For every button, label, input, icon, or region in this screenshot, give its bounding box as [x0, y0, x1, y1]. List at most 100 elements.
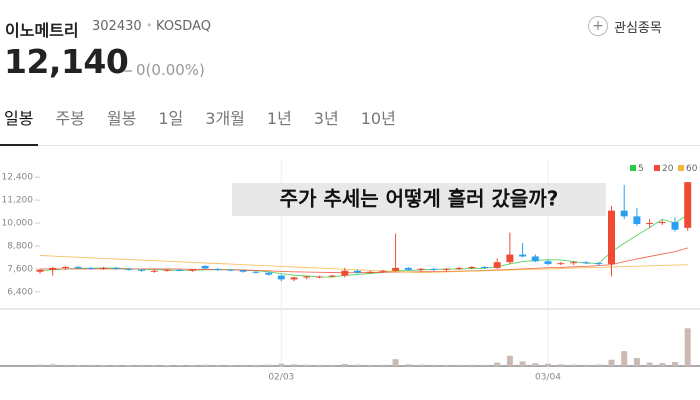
candle-body [49, 267, 57, 270]
tab[interactable]: 10년 [360, 109, 396, 128]
candle-body [227, 269, 234, 271]
candle-body [684, 182, 692, 228]
volume-bar [303, 364, 310, 366]
annotation-box [232, 183, 606, 216]
candle-body [366, 271, 374, 273]
candle-body [87, 267, 95, 269]
volume-bar [87, 364, 94, 366]
volume-bar [519, 361, 526, 366]
volume-bar [214, 364, 221, 366]
candle-body [481, 266, 488, 268]
y-tick-label: 7,600 [7, 264, 33, 274]
volume-bar [367, 364, 374, 366]
volume-bar [570, 364, 577, 366]
volume-bar [278, 363, 285, 366]
tab[interactable]: 1일 [158, 109, 184, 128]
candle-body [315, 276, 323, 278]
volume-bar [265, 364, 272, 366]
candle-body [290, 277, 298, 280]
volume-bar [494, 362, 501, 366]
candle-body [468, 266, 476, 268]
candle-body [519, 254, 527, 257]
candle-body [277, 275, 285, 280]
candle-body [646, 223, 654, 225]
legend-label: 20 [662, 164, 674, 174]
volume-bar [291, 364, 297, 366]
volume-bar [354, 364, 361, 366]
candle-body [341, 270, 349, 276]
volume-bar [608, 359, 615, 366]
candle-body [531, 256, 539, 262]
volume-bar [557, 364, 564, 366]
tab[interactable]: 일봉 [4, 109, 34, 128]
volume-bar [405, 364, 412, 366]
volume-bar [633, 358, 640, 366]
candle-body [582, 262, 590, 264]
candle-body [100, 267, 107, 269]
tab-indicator [0, 144, 38, 146]
tab[interactable]: 3개월 [205, 109, 245, 128]
candle-body [392, 267, 400, 271]
candle-body [569, 262, 577, 264]
change: 0(0.00%) [136, 61, 205, 79]
legend-swatch [654, 165, 660, 171]
volume-bar [595, 364, 602, 366]
volume-bar [329, 364, 336, 366]
volume-bar [151, 364, 158, 366]
volume-bar [456, 364, 463, 366]
candle-body [608, 210, 615, 265]
candle-body [201, 266, 209, 269]
moving-average [40, 247, 688, 274]
watch-label[interactable]: 관심종목 [614, 20, 662, 36]
candle-body [188, 269, 196, 271]
y-tick-label: 8,800 [7, 241, 33, 251]
candle-body [138, 269, 146, 271]
volume-bar [341, 363, 348, 366]
candle-body [557, 263, 565, 265]
tab[interactable]: 3년 [313, 109, 339, 128]
volume-bar [545, 363, 551, 366]
candle-body [430, 268, 438, 270]
tabs: 일봉 주봉 월봉 1일 3개월 1년 3년 10년 [0, 105, 418, 129]
volume-bar [659, 363, 666, 366]
candle-body [417, 268, 425, 270]
volume-bar [252, 364, 259, 366]
volume-bar [481, 364, 488, 366]
candle-body [379, 270, 387, 272]
candle-body [303, 276, 311, 278]
volume-bar [125, 365, 132, 366]
plus-icon[interactable]: + [588, 16, 608, 36]
candle-body [506, 254, 514, 263]
candle-body [595, 263, 603, 265]
volume-bar [100, 364, 107, 366]
y-tick-label: 12,400 [2, 173, 34, 183]
candle-body [112, 267, 120, 269]
volume-bar [176, 365, 183, 366]
volume-bar [646, 362, 653, 366]
candle-body [265, 272, 273, 275]
volume-bar [37, 364, 43, 366]
tab[interactable]: 월봉 [106, 109, 137, 128]
volume-bar [443, 364, 450, 366]
candle-body [74, 266, 82, 268]
tab-divider [0, 145, 700, 146]
candle-body [36, 269, 44, 272]
separator: • [146, 19, 153, 32]
watch-button[interactable]: + 관심종목 [588, 16, 662, 36]
market: KOSDAQ [156, 19, 211, 34]
candle-body [671, 222, 679, 230]
x-tick-label: 03/04 [535, 373, 561, 383]
legend-label: 5 [638, 164, 644, 174]
candle-body [125, 268, 133, 270]
flat-icon [124, 70, 132, 72]
legend-swatch [678, 165, 684, 171]
candle-body [620, 210, 628, 217]
stock-name: 이노메트리 [5, 21, 79, 40]
tab[interactable]: 주봉 [55, 109, 85, 128]
volume-bar [189, 364, 196, 366]
candle-body [176, 269, 184, 271]
x-tick-label: 02/03 [268, 373, 294, 383]
volume-bar [379, 364, 386, 366]
candle-body [328, 275, 336, 277]
tab[interactable]: 1년 [266, 109, 292, 128]
